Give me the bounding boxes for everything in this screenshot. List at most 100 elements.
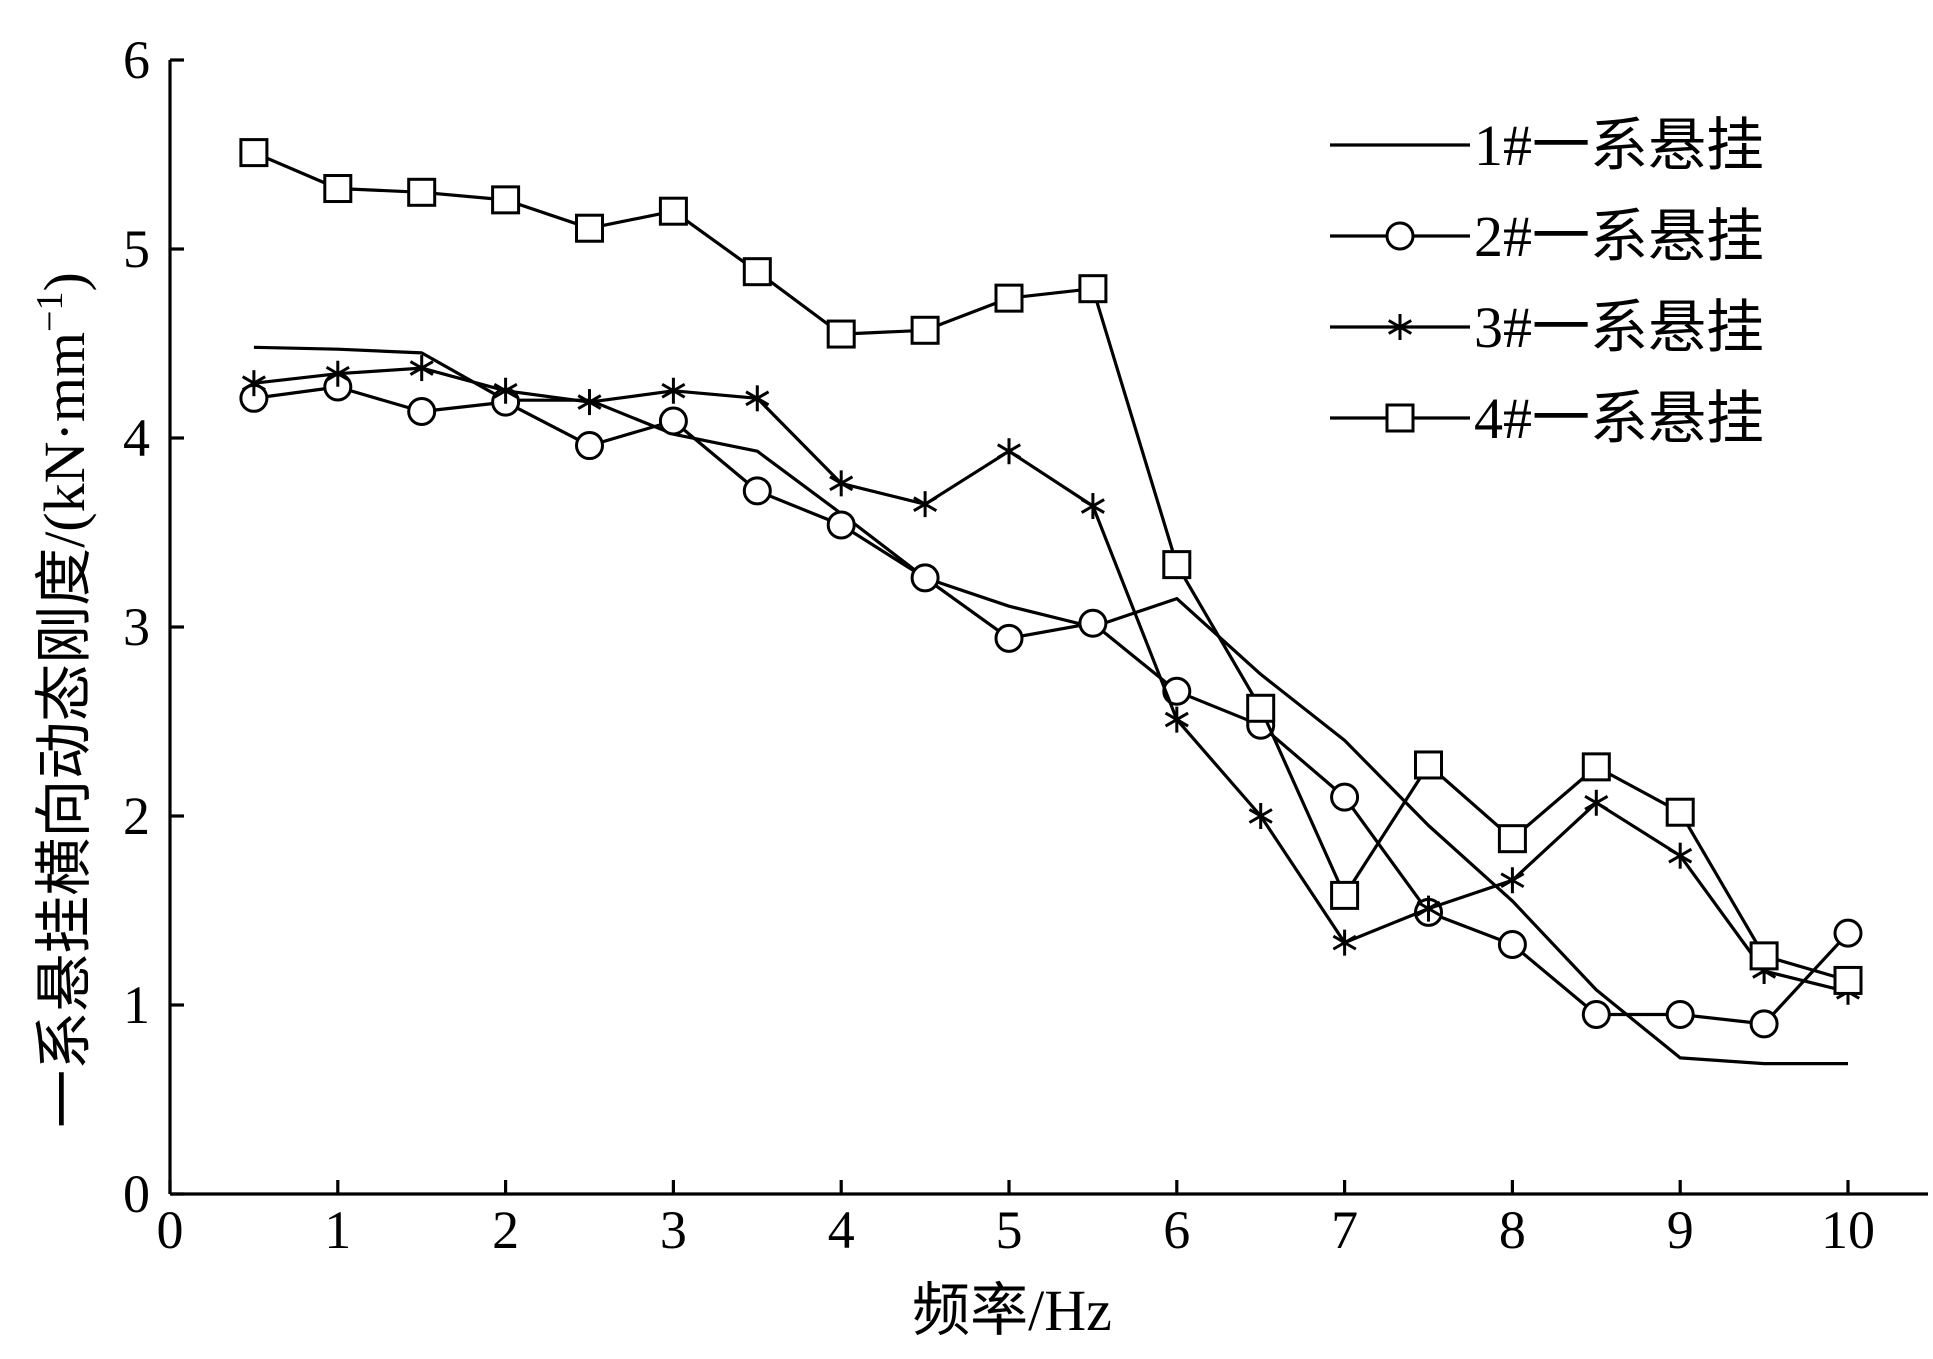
asterisk-marker (1332, 929, 1357, 956)
x-axis-title: 频率/Hz (912, 1278, 1112, 1343)
x-tick-label: 7 (1331, 1200, 1358, 1260)
square-marker (742, 257, 772, 287)
asterisk-stroke (577, 394, 602, 410)
asterisk-stroke (241, 375, 266, 391)
asterisk-marker (661, 377, 686, 404)
asterisk-marker (493, 377, 518, 404)
asterisk-stroke (325, 365, 350, 382)
square-marker (1246, 693, 1276, 723)
asterisk-marker (325, 360, 350, 387)
asterisk-marker (1500, 867, 1525, 894)
square-marker (1749, 941, 1779, 971)
circle-marker (1833, 918, 1863, 948)
asterisk-marker (1668, 842, 1693, 869)
legend-label: 4#一系悬挂 (1474, 386, 1764, 451)
asterisk-stroke (913, 496, 938, 512)
y-axis-title-superscript: −1 (29, 292, 71, 332)
asterisk-marker (913, 491, 938, 518)
asterisk-marker (1248, 803, 1273, 829)
circle-marker (1665, 999, 1695, 1029)
square-marker (1497, 824, 1527, 854)
y-axis-title: 一系悬挂横向动态刚度/(kN·mm−1) (29, 272, 97, 1128)
series-line (253, 366, 1849, 994)
asterisk-stroke (409, 360, 434, 376)
y-tick-label: 2 (123, 786, 150, 846)
series-line (253, 151, 1849, 982)
circle-marker (910, 563, 940, 593)
asterisk-marker (1584, 789, 1609, 816)
circle-marker (1581, 999, 1611, 1029)
legend-item-2: 2#一系悬挂 (1330, 204, 1764, 269)
y-tick-label: 5 (123, 219, 150, 279)
asterisk-stroke (1080, 498, 1105, 514)
square-marker (239, 138, 269, 168)
asterisk-stroke (996, 443, 1022, 460)
legend-label: 1#一系悬挂 (1474, 113, 1764, 178)
asterisk-marker (409, 355, 434, 382)
y-axis-title-group: 一系悬挂横向动态刚度/(kN·mm−1) (29, 272, 97, 1128)
square-marker (1833, 965, 1863, 995)
asterisk-marker (1387, 314, 1413, 340)
asterisk-stroke (661, 382, 686, 399)
asterisk-stroke (1387, 319, 1413, 335)
x-tick-label: 0 (157, 1200, 184, 1260)
series-layer (239, 138, 1863, 1066)
series-4 (239, 138, 1863, 995)
circle-marker (575, 431, 604, 461)
y-tick-label: 6 (123, 30, 150, 90)
y-axis-title-suffix: ) (32, 272, 97, 291)
asterisk-marker (1416, 895, 1441, 922)
legend-item-3: 3#一系悬挂 (1330, 295, 1764, 360)
circle-marker (1749, 1009, 1779, 1039)
square-marker (1330, 880, 1360, 910)
square-marker (407, 177, 437, 207)
square-marker (575, 213, 604, 243)
asterisk-marker (996, 438, 1022, 465)
asterisk-stroke (1500, 872, 1525, 889)
asterisk-marker (745, 385, 770, 412)
asterisk-marker (1164, 706, 1189, 733)
asterisk-stroke (1248, 808, 1273, 824)
asterisk-stroke (1332, 934, 1357, 951)
legend: 1#一系悬挂 2#一系悬挂 3#一系悬挂 4#一系悬挂 (1330, 113, 1764, 451)
y-axis-title-main: 一系悬挂横向动态刚度/(kN·mm (32, 332, 97, 1128)
square-marker (1385, 403, 1415, 433)
square-marker (1581, 752, 1611, 782)
square-marker (658, 196, 688, 226)
square-marker (323, 174, 353, 204)
legend-item-4: 4#一系悬挂 (1330, 386, 1764, 451)
square-marker (994, 283, 1024, 313)
asterisk-stroke (1584, 794, 1609, 811)
square-marker (491, 185, 521, 215)
series-line (253, 385, 1850, 1026)
asterisk-stroke (745, 390, 770, 407)
asterisk-marker (1080, 493, 1105, 520)
series-2 (239, 372, 1863, 1039)
asterisk-marker (829, 470, 854, 497)
asterisk-stroke (1416, 900, 1441, 917)
x-tick-label: 5 (996, 1200, 1023, 1260)
circle-marker (1497, 930, 1527, 960)
square-marker (826, 319, 856, 349)
asterisk-marker (577, 389, 602, 416)
y-tick-label: 1 (123, 975, 150, 1035)
x-tick-label: 2 (492, 1200, 519, 1260)
square-marker (910, 315, 940, 345)
x-tick-label: 9 (1667, 1200, 1694, 1260)
circle-marker (658, 406, 688, 436)
axes: 0 1 2 3 4 5 6 7 8 9 10 0 1 2 3 4 5 6 (123, 30, 1928, 1260)
x-tick-label: 4 (828, 1200, 855, 1260)
square-marker (1414, 750, 1443, 780)
x-tick-label: 10 (1821, 1200, 1875, 1260)
asterisk-stroke (1164, 711, 1189, 728)
square-marker (1665, 797, 1695, 827)
x-tick-label: 6 (1163, 1200, 1190, 1260)
x-tick-label: 1 (324, 1200, 351, 1260)
legend-label: 2#一系悬挂 (1474, 204, 1764, 269)
series-line (253, 345, 1848, 1066)
legend-label: 3#一系悬挂 (1474, 295, 1764, 360)
circle-marker (742, 476, 772, 506)
circle-marker (826, 510, 856, 540)
